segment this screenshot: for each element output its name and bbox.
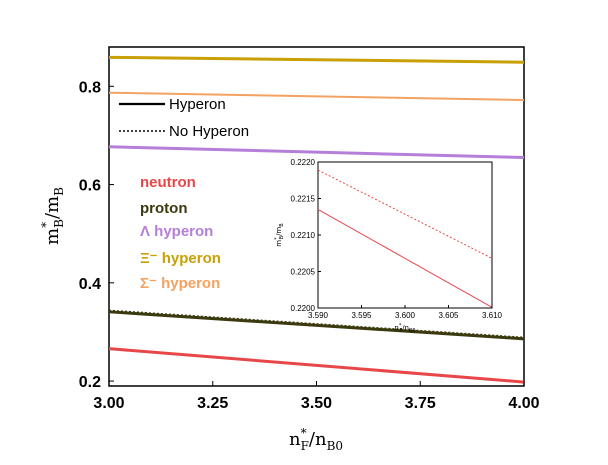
species-label-lambda: Λ hyperon <box>140 223 213 240</box>
legend-label-no-hyperon: No Hyperon <box>169 123 249 140</box>
y-tick-label: 0.8 <box>79 79 101 96</box>
x-tick-label: 3.25 <box>197 395 228 412</box>
x-tick-label: 3.75 <box>405 395 436 412</box>
series-line-proton-hyperon <box>108 310 525 341</box>
y-tick-label: 0.2200 <box>291 304 316 313</box>
main-y-axis-title: m*B/mB <box>39 187 66 245</box>
species-label-sigma: Σ⁻ hyperon <box>140 275 220 292</box>
main-x-axis-title: n* F/nB0 <box>289 426 343 453</box>
species-label-xi: Ξ⁻ hyperon <box>140 250 221 267</box>
y-tick-label: 0.2215 <box>291 195 316 204</box>
inset-chart: 3.590 3.595 3.600 3.605 3.610 0.22000.22050.… <box>274 158 503 334</box>
inset-series-group <box>317 169 493 308</box>
x-tick-label: 3.605 <box>438 311 459 320</box>
x-tick-label: 3.00 <box>93 395 124 412</box>
x-tick-label: 4.00 <box>508 395 539 412</box>
inset-plot-frame <box>317 161 493 309</box>
y-tick-label: 0.2210 <box>291 231 316 240</box>
x-tick-label: 3.50 <box>301 395 332 412</box>
x-tick-label: 3.590 <box>308 311 329 320</box>
series-line-neutron-hyperon <box>108 347 525 384</box>
main-x-ticks: 3.00 3.25 3.50 3.75 4.00 <box>93 381 540 412</box>
inset-x-axis-title: n* F/nB0 <box>394 323 415 334</box>
main-y-ticks: 0.2 0.4 0.6 0.8 <box>79 79 114 391</box>
x-tick-label: 3.600 <box>395 311 416 320</box>
series-line-neutron-no-hyperon <box>317 169 493 259</box>
legend: Hyperon No Hyperon <box>119 96 249 140</box>
y-tick-label: 0.4 <box>79 276 101 293</box>
y-tick-label: 0.6 <box>79 178 101 195</box>
inset-y-ticks: 0.2200 0.2205 0.2210 0.2215 0.2220 <box>291 158 321 313</box>
series-line-proton-no-hyperon <box>108 309 525 339</box>
species-labels: neutron proton Λ hyperon Ξ⁻ hyperon Σ⁻ h… <box>140 174 221 292</box>
y-tick-label: 0.2220 <box>291 158 316 167</box>
y-tick-label: 0.2205 <box>291 268 316 277</box>
x-tick-label: 3.595 <box>351 311 372 320</box>
species-label-neutron: neutron <box>140 174 196 191</box>
series-line-lambda-hyperon <box>108 145 525 160</box>
series-line-sigma-hyperon <box>108 91 525 102</box>
legend-label-hyperon: Hyperon <box>169 96 226 113</box>
inset-y-axis-title: m*B/mB <box>274 223 285 247</box>
main-series-group <box>108 55 525 384</box>
series-line-xi-hyperon <box>108 55 525 64</box>
y-tick-label: 0.2 <box>79 374 101 391</box>
x-tick-label: 3.610 <box>482 311 503 320</box>
series-line-neutron-hyperon <box>317 209 493 308</box>
species-label-proton: proton <box>140 200 187 217</box>
